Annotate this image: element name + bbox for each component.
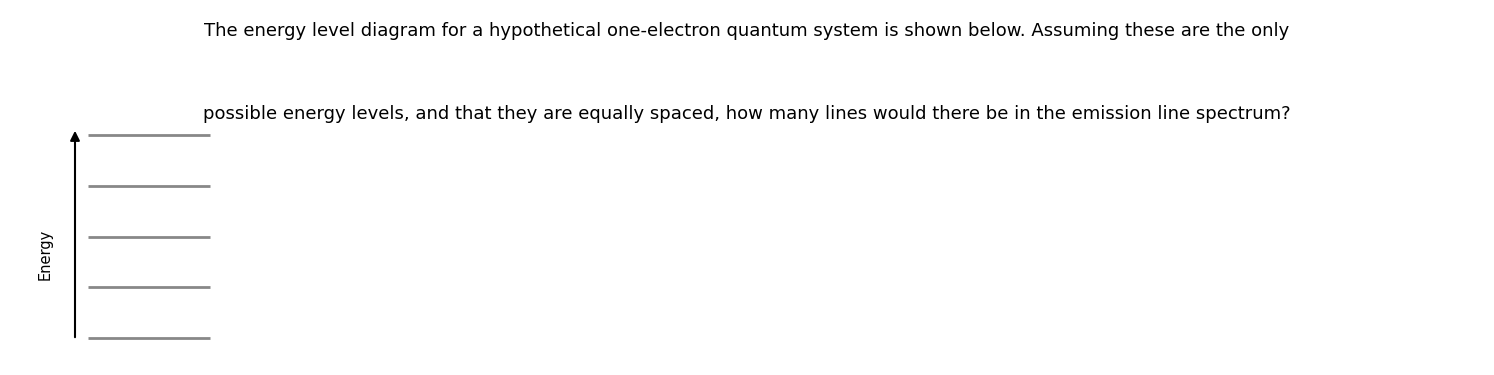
Text: Energy: Energy <box>37 228 52 280</box>
Text: possible energy levels, and that they are equally spaced, how many lines would t: possible energy levels, and that they ar… <box>203 105 1291 123</box>
Text: The energy level diagram for a hypothetical one-electron quantum system is shown: The energy level diagram for a hypotheti… <box>205 22 1289 40</box>
